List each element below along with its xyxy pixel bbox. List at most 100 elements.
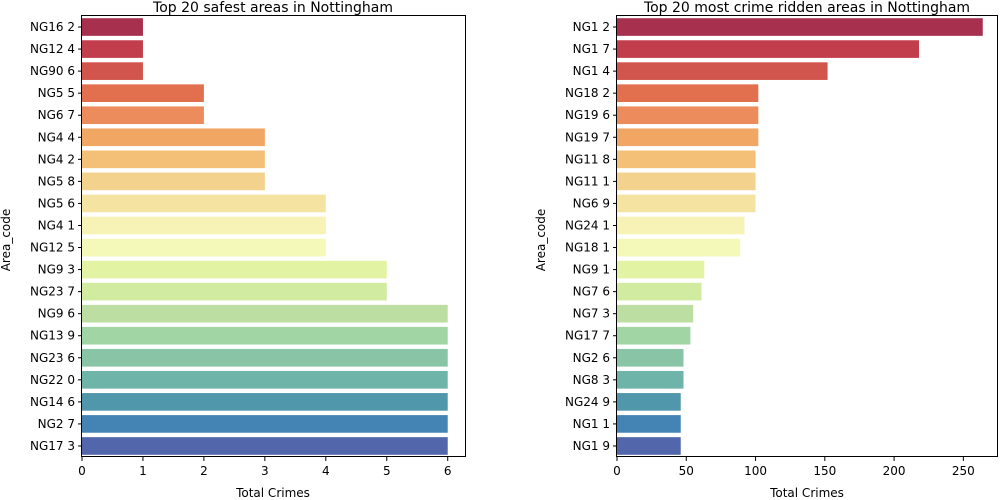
bar [617,106,759,125]
y-tick-labels: NG16 2 NG12 4 NG90 6 NG5 5 NG6 7 NG4 4 NG4 2 NG… [30,20,82,453]
bar [82,150,265,169]
chart-title: Top 20 most crime ridden areas in Nottin… [643,0,970,16]
bar [617,194,756,213]
y-tick-label: NG11 1 [565,174,610,188]
bar [82,172,265,191]
bar [82,326,448,345]
bar [617,260,705,279]
y-tick-label: NG4 1 [38,218,75,232]
bar [82,216,326,235]
y-tick-label: NG9 3 [38,263,75,277]
bar [82,128,265,147]
y-tick-label: NG22 0 [30,373,75,387]
x-tick-label: 100 [744,464,767,478]
x-tick-label: 0 [613,464,621,478]
bar [82,40,143,58]
x-tick-label: 0 [78,464,86,478]
y-tick-label: NG9 6 [38,307,75,321]
x-tick-label: 250 [952,464,975,478]
bars [82,18,448,455]
x-axis-label: Total Crimes [235,486,310,500]
x-tick-label: 4 [322,464,330,478]
bar [617,371,684,389]
bar [617,84,759,102]
y-tick-label: NG6 7 [38,108,75,122]
bar [617,393,681,411]
bar [82,18,143,36]
y-tick-labels: NG1 2 NG1 7 NG1 4 NG18 2 NG19 6 NG19 7 NG11 8 N… [565,20,617,453]
bar [617,216,745,235]
y-axis-label: Area_code [534,209,548,272]
bar [617,326,691,345]
bar [82,348,448,367]
y-tick-label: NG16 2 [30,20,75,34]
y-tick-label: NG2 6 [573,351,610,365]
y-tick-label: NG24 1 [565,218,610,232]
bar [617,62,828,80]
y-tick-label: NG9 1 [573,263,610,277]
bar [82,238,326,257]
y-tick-label: NG1 9 [573,439,610,453]
x-tick-label: 3 [261,464,269,478]
bar [82,194,326,213]
y-axis-label: Area_code [0,209,13,272]
y-tick-label: NG13 9 [30,329,75,343]
y-tick-label: NG23 7 [30,285,75,299]
bar [617,40,920,58]
bar [617,172,756,191]
bar [82,282,387,301]
bar [617,437,681,455]
bar [617,238,741,257]
y-tick-label: NG4 2 [38,152,75,166]
bar [82,437,448,455]
y-tick-label: NG19 7 [565,130,610,144]
x-tick-label: 50 [679,464,694,478]
y-tick-label: NG5 5 [38,86,75,100]
x-tick-label: 150 [813,464,836,478]
y-tick-label: NG8 3 [573,373,610,387]
y-tick-label: NG14 6 [30,395,75,409]
y-tick-label: NG90 6 [30,64,75,78]
bar [617,348,684,367]
y-tick-label: NG2 7 [38,417,75,431]
bar [617,282,702,301]
x-tick-label: 2 [200,464,208,478]
plot-frame [616,15,998,457]
x-tick-label: 200 [883,464,906,478]
bar [617,128,759,147]
safest-areas-chart: Top 20 safest areas in Nottingham Area_c… [0,0,466,500]
y-tick-label: NG18 2 [565,86,610,100]
bars [617,18,983,455]
plot-frame [81,15,466,457]
bar [82,62,143,80]
y-tick-label: NG24 9 [565,395,610,409]
y-tick-label: NG17 3 [30,439,75,453]
y-tick-label: NG19 6 [565,108,610,122]
bar [82,371,448,389]
y-tick-label: NG23 6 [30,351,75,365]
y-tick-label: NG1 1 [573,417,610,431]
bar [617,150,756,169]
bar [82,393,448,411]
y-tick-label: NG7 6 [573,285,610,299]
bar [82,106,204,125]
x-tick-label: 5 [383,464,391,478]
bar [617,415,681,433]
most-crime-areas-chart: Top 20 most crime ridden areas in Nottin… [534,0,998,500]
y-tick-label: NG5 6 [38,196,75,210]
y-tick-label: NG18 1 [565,241,610,255]
y-tick-label: NG1 7 [573,42,610,56]
x-axis-label: Total Crimes [769,486,844,500]
bar [82,415,448,433]
y-tick-label: NG6 9 [573,196,610,210]
y-tick-label: NG1 2 [573,20,610,34]
chart-title: Top 20 safest areas in Nottingham [152,0,393,16]
bar [82,84,204,102]
y-tick-label: NG4 4 [38,130,75,144]
y-tick-label: NG5 8 [38,174,75,188]
x-tick-label: 6 [444,464,452,478]
bar [617,18,983,36]
y-tick-label: NG7 3 [573,307,610,321]
x-tick-labels: 0 50 100 150 200 250 [613,457,975,478]
